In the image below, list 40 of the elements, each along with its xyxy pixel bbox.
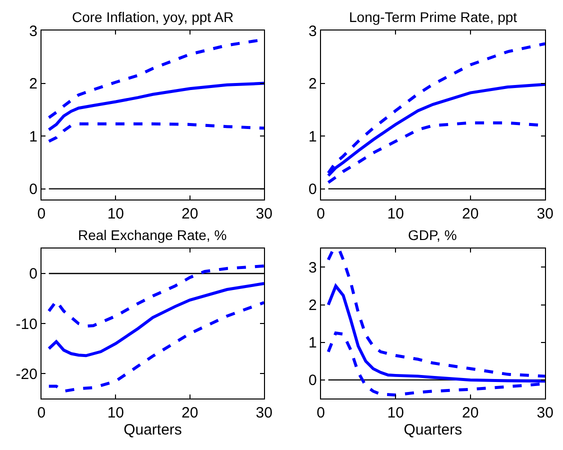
y-tick-label: 3: [29, 22, 38, 40]
x-axis-title: Quarters: [124, 422, 182, 439]
x-tick-label: 30: [536, 205, 554, 222]
x-tick-label: 10: [107, 205, 124, 222]
x-tick-label: 30: [536, 404, 554, 422]
y-tick-label: 1: [308, 128, 317, 146]
x-tick-label: 30: [256, 404, 272, 422]
y-tick-label: 2: [29, 76, 38, 93]
line-series: [47, 122, 264, 143]
x-tick-label: 20: [462, 404, 479, 422]
x-tick-label: 10: [387, 205, 404, 222]
y-tick-label: 2: [308, 76, 317, 93]
x-axis-title: Quarters: [404, 422, 462, 439]
y-tick-label: 0: [29, 181, 38, 198]
y-tick-label: 0: [29, 266, 38, 283]
x-tick-label: 20: [182, 404, 198, 422]
x-tick-label: 20: [462, 205, 479, 222]
y-tick-label: 3: [308, 22, 317, 40]
chart-title: GDP, %: [408, 227, 457, 243]
line-series: [47, 82, 264, 132]
line-series: [326, 42, 546, 174]
y-tick-label: 3: [308, 259, 317, 276]
chart-title: Long-Term Prime Rate, ppt: [349, 9, 518, 25]
y-tick-label: -20: [16, 366, 38, 383]
y-tick-label: 1: [29, 128, 38, 146]
line-series: [326, 248, 546, 378]
y-tick-label: 2: [308, 297, 317, 314]
y-tick-label: 1: [308, 334, 317, 352]
x-tick-label: 20: [182, 205, 198, 222]
y-tick-label: -10: [16, 316, 38, 333]
line-series: [47, 301, 264, 393]
x-tick-label: 10: [107, 404, 124, 422]
y-tick-label: 0: [308, 181, 317, 198]
chart-title: Core Inflation, yoy, ppt AR: [72, 9, 234, 25]
chart-title: Real Exchange Rate, %: [78, 227, 227, 243]
y-tick-label: 0: [308, 372, 317, 390]
line-series: [47, 264, 264, 328]
line-series: [47, 282, 264, 358]
x-tick-label: 10: [387, 404, 404, 422]
x-tick-label: 30: [256, 205, 272, 222]
